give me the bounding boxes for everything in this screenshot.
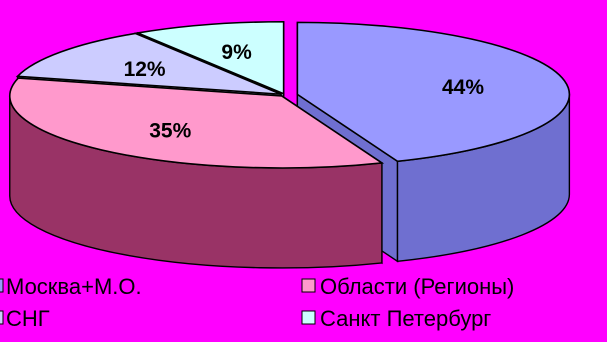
pie-slice-moscow [296, 21, 571, 163]
pie-slice-regions [8, 77, 385, 169]
legend-label-moscow: Москва+М.О. [6, 274, 142, 299]
legend-swatch-spb [301, 310, 316, 325]
pie-layer [8, 20, 571, 269]
data-label-layer: 44% 35% 12% 9% [124, 41, 485, 143]
legend-label-cis: СНГ [6, 306, 50, 331]
legend-item-regions: Области (Регионы) [301, 274, 514, 299]
data-label-regions: 35% [149, 119, 191, 142]
data-label-cis: 12% [124, 58, 166, 81]
legend-item-spb: Санкт Петербург [301, 306, 491, 331]
legend-label-regions: Области (Регионы) [320, 274, 514, 299]
legend-item-moscow: Москва+М.О. [0, 274, 142, 299]
legend: Москва+М.О. СНГ Области (Регионы) Санкт … [0, 274, 514, 331]
pie-slice-spb [135, 20, 285, 95]
pie-slice-cis [15, 32, 282, 96]
legend-swatch-moscow [0, 278, 4, 293]
legend-item-cis: СНГ [0, 306, 50, 331]
legend-swatch-regions [301, 278, 316, 293]
legend-label-spb: Санкт Петербург [320, 306, 491, 331]
legend-swatch-cis [0, 310, 4, 325]
data-label-spb: 9% [221, 41, 252, 64]
data-label-moscow: 44% [442, 76, 484, 99]
